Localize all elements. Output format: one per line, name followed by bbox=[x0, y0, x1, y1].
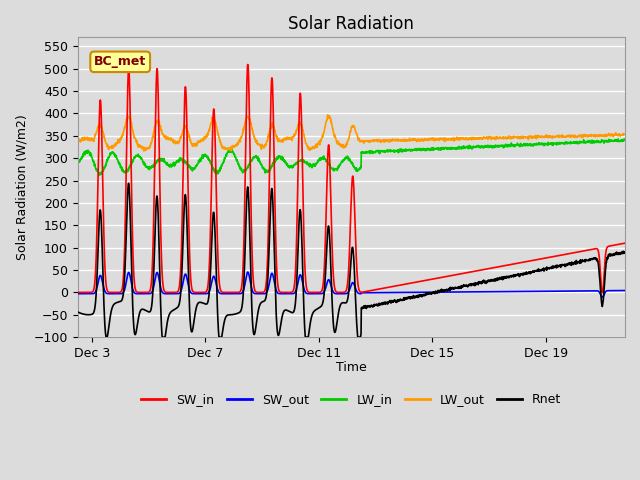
X-axis label: Time: Time bbox=[336, 361, 367, 374]
Legend: SW_in, SW_out, LW_in, LW_out, Rnet: SW_in, SW_out, LW_in, LW_out, Rnet bbox=[136, 388, 566, 411]
Title: Solar Radiation: Solar Radiation bbox=[289, 15, 414, 33]
Y-axis label: Solar Radiation (W/m2): Solar Radiation (W/m2) bbox=[15, 114, 28, 260]
Text: BC_met: BC_met bbox=[94, 55, 147, 68]
